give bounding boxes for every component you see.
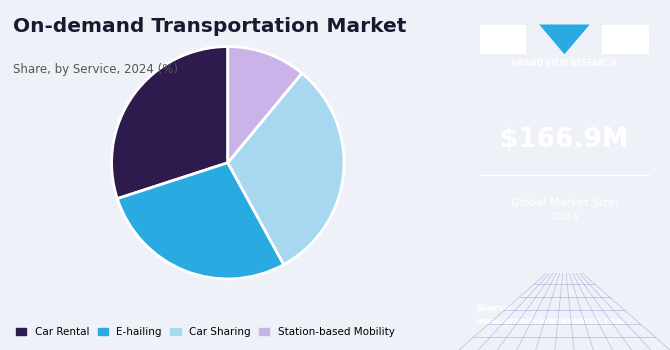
Polygon shape — [539, 25, 590, 54]
Wedge shape — [228, 73, 344, 265]
FancyBboxPatch shape — [480, 25, 527, 54]
Wedge shape — [228, 47, 302, 163]
Text: Global Market Size,
2024: Global Market Size, 2024 — [511, 198, 618, 222]
FancyBboxPatch shape — [602, 25, 649, 54]
Wedge shape — [112, 47, 228, 199]
Text: GRAND VIEW RESEARCH: GRAND VIEW RESEARCH — [513, 58, 616, 68]
Text: On-demand Transportation Market: On-demand Transportation Market — [13, 18, 407, 36]
Legend: Car Rental, E-hailing, Car Sharing, Station-based Mobility: Car Rental, E-hailing, Car Sharing, Stat… — [12, 323, 399, 341]
Wedge shape — [117, 163, 284, 279]
Text: Source:
www.grandviewresearch.com: Source: www.grandviewresearch.com — [476, 304, 626, 326]
Text: Share, by Service, 2024 (%): Share, by Service, 2024 (%) — [13, 63, 178, 76]
Text: $166.9M: $166.9M — [500, 127, 628, 153]
